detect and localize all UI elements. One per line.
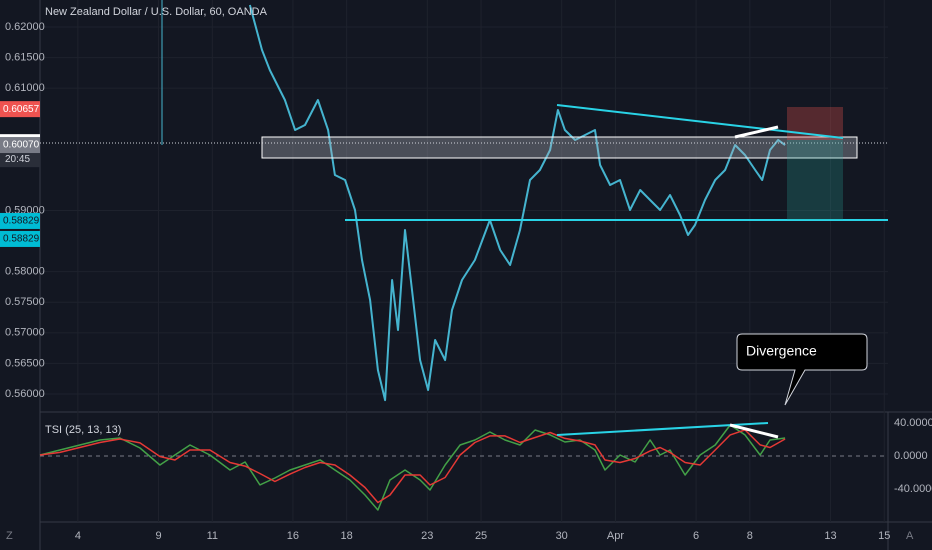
x-tick-label: 18 [341,530,353,542]
x-tick-label: 13 [824,530,836,542]
x-tick-label: 9 [155,530,161,542]
scale-button[interactable]: Z [6,530,13,542]
y-tick-label: 0.57500 [5,296,45,308]
x-tick-label: 25 [475,530,487,542]
indicator-title: TSI (25, 13, 13) [45,424,121,436]
y-tick-label: 0.57000 [5,327,45,339]
x-tick-label: Apr [607,530,624,542]
countdown-label: 20:45 [5,154,30,165]
price-badge [0,212,40,229]
price-badge-label: 0.60657 [3,104,40,115]
resistance-zone [261,136,858,159]
y-tick-label: 0.0000 [894,450,928,462]
target-zone [787,140,843,220]
x-tick-label: 15 [878,530,890,542]
price-badge [0,230,40,247]
x-tick-label: 6 [693,530,699,542]
x-tick-label: 23 [421,530,433,542]
y-tick-label: 0.61000 [5,82,45,94]
countdown-badge [0,151,40,168]
x-tick-label: 8 [747,530,753,542]
price-badge [0,137,40,154]
y-tick-label: 0.56500 [5,357,45,369]
callout-text: Divergence [746,343,817,359]
price-badge-label: 0.60070 [3,140,40,151]
callout [736,333,868,406]
y-tick-label: 0.62000 [5,21,45,33]
tsi-highs-line [729,423,779,439]
price-badge-label: 0.58829 [3,234,40,245]
x-tick-label: 16 [287,530,299,542]
chart-title: New Zealand Dollar / U.S. Dollar, 60, OA… [45,6,268,18]
y-tick-label: -40.0000 [894,483,932,495]
price-badge-label: 0.58829 [3,216,40,227]
series-line [248,4,786,402]
y-tick-label: 0.61500 [5,51,45,63]
x-tick-label: 30 [556,530,568,542]
price-highs-line [734,125,779,139]
price-badge [0,101,40,118]
x-tick-label: 11 [207,530,218,542]
y-tick-label: 40.0000 [894,417,932,429]
series-line [39,429,786,504]
auto-scale-button[interactable]: A [906,530,914,542]
y-tick-label: 0.58000 [5,266,45,278]
x-tick-label: 4 [75,530,81,542]
y-tick-label: 0.56000 [5,388,45,400]
price-trendline [556,104,844,139]
